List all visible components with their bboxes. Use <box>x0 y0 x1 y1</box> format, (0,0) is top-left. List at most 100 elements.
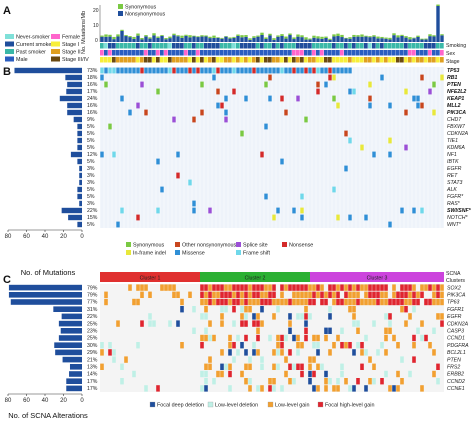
nonsynonymous-bar <box>308 39 312 42</box>
nonsynonymous-bar <box>208 38 212 42</box>
mutation-percentage: 5% <box>87 194 95 200</box>
scna-cell <box>212 378 216 385</box>
nonsynonymous-bar <box>168 38 172 42</box>
scna-cell <box>432 370 436 378</box>
scna-cell <box>332 284 336 291</box>
scna-cell <box>392 334 396 342</box>
scna-cell <box>328 284 332 291</box>
mutation-cell <box>120 95 124 102</box>
mutation-count-bar <box>14 67 83 74</box>
stage-cell <box>360 57 364 63</box>
scna-cell <box>300 313 304 320</box>
mutation-legend-swatch <box>175 250 180 255</box>
mutation-count-bar <box>61 207 82 214</box>
clinical-legend-swatch <box>51 34 60 39</box>
sex-cell <box>172 50 176 56</box>
nonsynonymous-bar <box>216 37 220 42</box>
sex-cell <box>268 50 272 56</box>
scna-gene-label: PTEN <box>447 357 461 363</box>
sex-cell <box>388 50 392 56</box>
nonsynonymous-bar <box>408 39 412 42</box>
smoking-cell <box>216 43 220 49</box>
track-label-smoking: Smoking <box>446 43 466 49</box>
mutation-cell <box>300 193 304 200</box>
scna-cell <box>380 298 384 306</box>
stage-cell <box>224 57 228 63</box>
synonymous-bar <box>412 37 416 39</box>
synonymous-bar <box>276 35 280 37</box>
mutation-count-bar <box>67 81 82 88</box>
mutation-gene-label: RB1 <box>447 75 457 81</box>
scna-cell <box>208 284 212 291</box>
synonymous-bar <box>372 35 376 37</box>
scna-cell <box>200 298 204 306</box>
scna-cell <box>172 284 176 291</box>
rate-legend-label: Synonymous <box>125 5 156 11</box>
mutation-cell <box>260 67 264 74</box>
scna-cell <box>372 284 376 291</box>
sex-cell <box>280 50 284 56</box>
stage-cell <box>296 57 300 63</box>
mutation-percentage: 5% <box>87 124 95 130</box>
mutation-count-bar <box>79 179 82 186</box>
stage-cell <box>160 57 164 63</box>
scna-cell <box>296 298 300 306</box>
mutation-cell <box>280 95 284 102</box>
smoking-cell <box>420 43 424 49</box>
nonsynonymous-bar <box>112 39 116 42</box>
scna-cell <box>376 349 380 356</box>
stage-cell <box>184 57 188 63</box>
scna-cell <box>148 320 152 327</box>
smoking-cell <box>336 43 340 49</box>
smoking-cell <box>160 43 164 49</box>
scna-cell <box>224 284 228 291</box>
scna-cell <box>204 385 208 392</box>
scna-cell <box>300 284 304 291</box>
scna-axis-tick-label: 0 <box>80 398 84 404</box>
clinical-legend-label: Never-smoker <box>16 35 50 41</box>
smoking-cell <box>404 43 408 49</box>
synonymous-bar <box>220 37 224 39</box>
mutation-count-bar <box>77 193 82 200</box>
scna-cell <box>312 356 316 363</box>
scna-cell <box>388 320 392 327</box>
scna-cell <box>380 284 384 291</box>
synonymous-bar <box>436 4 440 6</box>
nonsynonymous-bar <box>188 37 192 42</box>
mutation-cell <box>128 67 132 74</box>
nonsynonymous-bar <box>296 36 300 42</box>
mutation-cell <box>204 67 208 74</box>
scna-gene-label: CCNE1 <box>447 386 465 392</box>
rate-legend-label: Nonsynonymous <box>125 12 165 18</box>
nonsynonymous-bar <box>404 37 408 42</box>
synonymous-bar <box>324 36 328 38</box>
scna-cell <box>204 363 208 370</box>
mutation-percentage: 3% <box>87 166 95 172</box>
mutation-cell <box>348 214 352 221</box>
scna-cell <box>316 342 320 349</box>
mutation-cell <box>212 74 216 81</box>
smoking-cell <box>304 43 308 49</box>
mutation-cell <box>332 95 336 102</box>
nonsynonymous-bar <box>100 36 104 42</box>
scna-cell <box>352 313 356 320</box>
scna-cell <box>140 291 144 298</box>
mutation-cell <box>252 67 256 74</box>
synonymous-bar <box>424 38 428 40</box>
scna-cell <box>176 320 180 327</box>
scna-cell <box>260 363 264 370</box>
scna-cell <box>204 327 208 334</box>
scna-cell <box>208 298 212 306</box>
mutation-legend-swatch <box>126 250 131 255</box>
nonsynonymous-bar <box>116 36 120 42</box>
sex-cell <box>376 50 380 56</box>
smoking-cell <box>240 43 244 49</box>
scna-cell <box>172 291 176 298</box>
nonsynonymous-bar <box>380 38 384 42</box>
scna-cell <box>388 313 392 320</box>
sex-cell <box>364 50 368 56</box>
scna-cell <box>316 291 320 298</box>
scna-cell <box>276 334 280 342</box>
sex-cell <box>360 50 364 56</box>
